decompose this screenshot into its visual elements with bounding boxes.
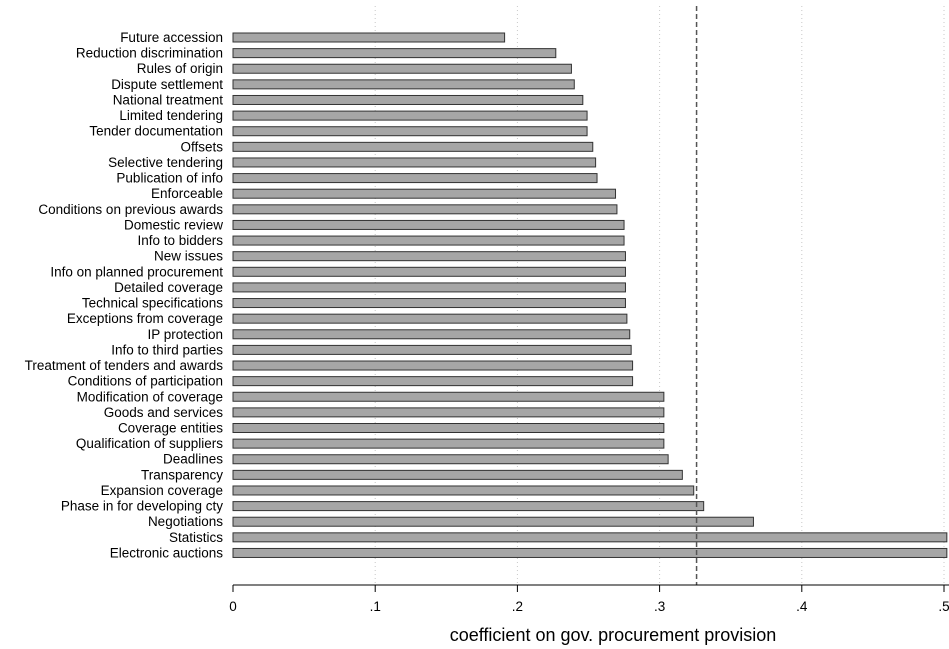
x-tick-label: .5 (938, 599, 949, 614)
bar (232, 219, 625, 230)
x-axis-ticks: 0 .1 .2 .3 .4 .5 (229, 585, 949, 614)
bar (232, 188, 617, 199)
bar (232, 126, 588, 137)
gridlines (374, 6, 945, 585)
category-label: Phase in for developing cty (61, 499, 223, 514)
bar (232, 423, 665, 433)
bar (232, 32, 506, 43)
category-label: Enforceable (151, 186, 223, 201)
bar (232, 79, 575, 90)
category-label: Rules of origin (137, 61, 223, 76)
bar (232, 501, 705, 512)
bar (232, 532, 948, 543)
x-tick-label: 0 (229, 599, 237, 614)
category-label: Treatment of tenders and awards (25, 358, 224, 373)
bar (232, 110, 588, 121)
bar (232, 266, 626, 277)
x-tick-label: .2 (512, 599, 523, 614)
category-label: Selective tendering (108, 155, 223, 170)
bar (232, 173, 598, 184)
category-label: Statistics (169, 530, 223, 545)
category-label: Deadlines (163, 452, 223, 467)
category-label: Reduction discrimination (76, 46, 223, 61)
bar (232, 344, 632, 355)
category-label: Technical specifications (82, 296, 223, 311)
category-label: IP protection (147, 327, 223, 342)
bar (232, 485, 695, 496)
category-label: Expansion coverage (101, 483, 223, 498)
bar (232, 391, 665, 402)
category-label: Transparency (141, 467, 223, 482)
category-label: Info to bidders (137, 233, 223, 248)
bar (232, 298, 626, 309)
bar (232, 282, 626, 293)
category-label: Negotiations (148, 514, 223, 529)
bar (232, 329, 631, 340)
category-label: Goods and services (104, 405, 224, 420)
category-label: National treatment (113, 92, 224, 107)
category-label: Future accession (120, 30, 223, 45)
category-label: Offsets (180, 139, 223, 154)
category-label: Electronic auctions (110, 545, 224, 560)
category-label: Coverage entities (118, 421, 223, 436)
category-label: Qualification of suppliers (76, 436, 223, 451)
bar (232, 469, 683, 480)
bar (232, 141, 594, 152)
x-tick-label: .3 (654, 599, 665, 614)
bar (232, 438, 665, 449)
bar (232, 516, 754, 527)
bar (232, 94, 584, 105)
bars-group (232, 32, 948, 558)
category-label: Exceptions from coverage (67, 311, 223, 326)
category-label: Dispute settlement (111, 77, 223, 92)
bar (232, 547, 948, 558)
category-label: Limited tendering (119, 108, 223, 123)
x-tick-label: .1 (370, 599, 381, 614)
bar (232, 235, 625, 246)
bar (232, 48, 557, 59)
category-label: Tender documentation (89, 124, 223, 139)
bar (232, 360, 634, 371)
bar (232, 157, 597, 168)
x-axis-title: coefficient on gov. procurement provisio… (450, 625, 777, 645)
category-label: Conditions of participation (68, 374, 223, 389)
bar (232, 204, 618, 215)
bar (232, 313, 628, 324)
category-label: Detailed coverage (114, 280, 223, 295)
category-label: Conditions on previous awards (38, 202, 223, 217)
x-tick-label: .4 (796, 599, 808, 614)
category-label: Domestic review (124, 217, 223, 232)
bar (232, 454, 669, 465)
bar (232, 63, 572, 74)
category-label: Publication of info (116, 171, 223, 186)
category-label: New issues (154, 249, 223, 264)
category-label: Info on planned procurement (50, 264, 223, 279)
bar (232, 376, 634, 387)
category-label: Info to third parties (111, 342, 223, 357)
bar (232, 251, 626, 262)
category-label: Modification of coverage (77, 389, 223, 404)
bar (232, 407, 665, 418)
